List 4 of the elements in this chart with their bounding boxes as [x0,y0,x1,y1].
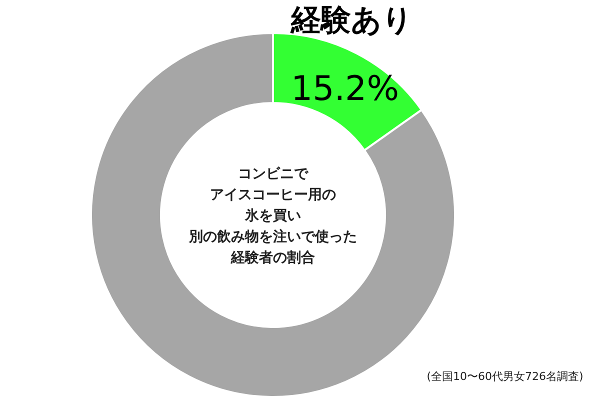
slice-label: 経験あり [290,3,413,38]
text: コンビニでアイスコーヒー用の氷を買い別の飲み物を注いで使った経験者の割合 [188,166,357,266]
text: (全国10〜60代男女726名調査) [426,370,584,383]
data-label: 15.2% [290,69,400,109]
